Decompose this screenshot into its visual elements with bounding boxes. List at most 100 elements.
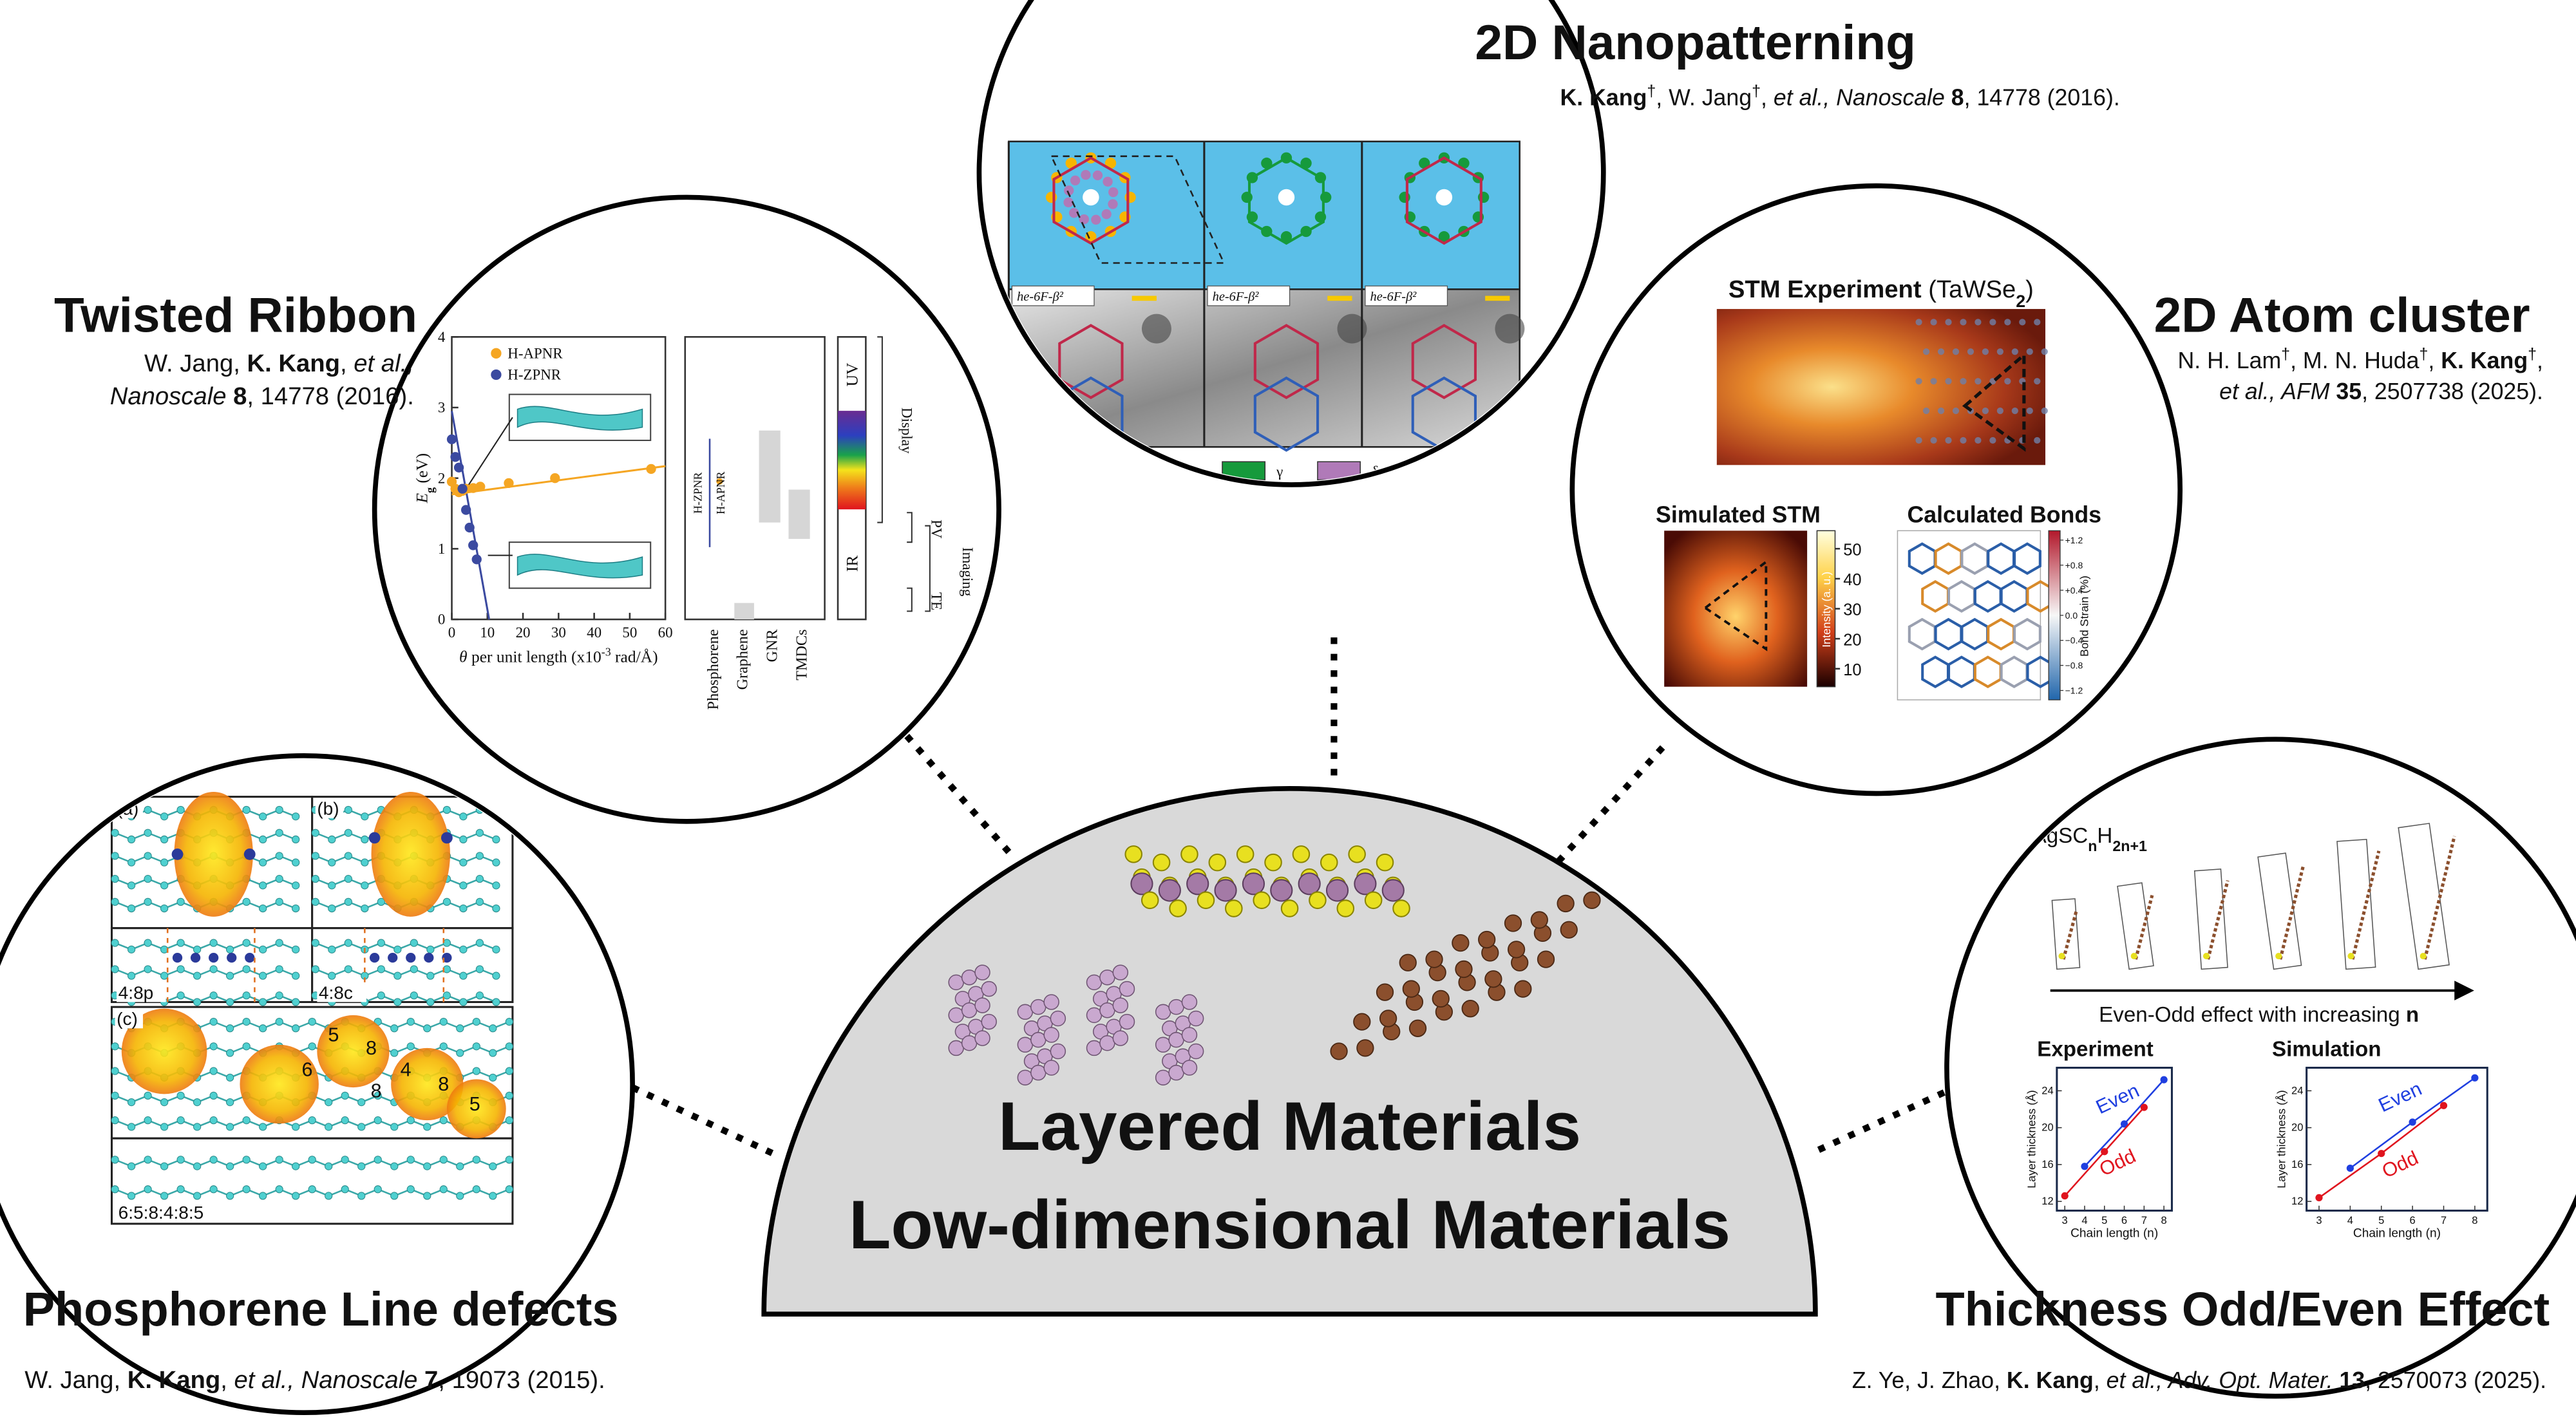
atom: [1086, 1007, 1103, 1024]
atom: [226, 998, 234, 1006]
lattice-site: [1996, 408, 2003, 415]
data-point: [2101, 1148, 2108, 1156]
atom: [1188, 1010, 1204, 1027]
atom: [193, 971, 202, 980]
colorbar-tick-label: −0.4: [2065, 635, 2083, 646]
atom: [1236, 845, 1255, 863]
atom-site: [1045, 191, 1057, 203]
atom: [974, 997, 990, 1013]
atom: [127, 1098, 136, 1107]
citation-part: ,: [2537, 348, 2543, 373]
colorbar-tick-label: 40: [1843, 571, 1861, 589]
data-point: [2140, 1103, 2148, 1111]
atom: [475, 991, 484, 1000]
atom: [311, 939, 319, 947]
lattice-site: [1915, 378, 1922, 385]
defect-atom: [388, 952, 398, 963]
atom: [193, 1098, 202, 1107]
atom: [1112, 997, 1129, 1013]
atom: [144, 852, 152, 860]
atom: [226, 1192, 234, 1200]
data-point: [646, 464, 656, 474]
colorbar-tick-label: −0.8: [2065, 661, 2083, 671]
atom: [1043, 994, 1059, 1010]
citation-part: †: [2420, 345, 2429, 363]
atom: [439, 1156, 448, 1164]
lattice-site: [2019, 319, 2026, 326]
atom: [259, 1192, 267, 1200]
atom: [1242, 872, 1265, 896]
lattice-site: [1945, 378, 1952, 385]
y-tick-label: 20: [2041, 1121, 2053, 1134]
arrow-caption: Even-Odd effect with increasing n: [2099, 1003, 2419, 1027]
legend-label: LD: [1467, 464, 1487, 480]
lattice-site: [1922, 408, 1930, 415]
sulfur: [2347, 952, 2354, 960]
x-tick-label: 5: [2378, 1214, 2384, 1226]
data-point: [475, 482, 486, 492]
data-point: [504, 478, 514, 489]
atom-site: [1241, 191, 1253, 203]
lattice-site: [1937, 348, 1945, 355]
atom: [410, 939, 418, 947]
atom: [361, 904, 369, 913]
atom: [1484, 970, 1502, 988]
atom: [328, 971, 336, 980]
atom: [1168, 999, 1184, 1015]
lattice-site: [1922, 348, 1930, 355]
atom: [390, 1049, 399, 1057]
arrow-caption-part: Even-Odd effect with increasing: [2099, 1003, 2406, 1027]
simulated-image: [1664, 530, 1808, 687]
atom: [456, 1024, 464, 1033]
legend-label: H-ZPNR: [507, 367, 562, 383]
material-label: Phosphorene: [705, 629, 722, 709]
atom: [176, 1116, 185, 1125]
atom: [390, 1192, 399, 1200]
atom: [377, 965, 385, 973]
atom: [505, 1116, 513, 1125]
molecule-chain: [2278, 865, 2306, 960]
sulfur: [2130, 952, 2137, 960]
atom: [423, 1024, 431, 1033]
atom: [1320, 853, 1338, 872]
atom: [226, 1073, 234, 1082]
x-tick-label: 7: [2441, 1214, 2447, 1226]
atom: [475, 897, 484, 906]
atom: [144, 897, 152, 906]
x-axis-label-part: rad/Å): [611, 647, 658, 666]
x-axis-label-part: per unit length (x10: [468, 647, 601, 666]
atom: [292, 904, 300, 913]
citation-part: Z. Ye, J. Zhao,: [1852, 1367, 2007, 1393]
citation-part: 8: [1951, 85, 1964, 111]
atom: [459, 971, 468, 980]
citation-part: 35: [2336, 379, 2362, 404]
atom: [209, 991, 218, 1000]
atom: [1452, 933, 1470, 952]
atom: [144, 1156, 152, 1164]
data-point: [471, 554, 482, 565]
atom: [505, 1042, 513, 1051]
atom: [1214, 879, 1237, 902]
atom-site: [1108, 199, 1118, 209]
atom: [1086, 1040, 1103, 1056]
atom: [1181, 1027, 1198, 1043]
x-axis-label: θ per unit length (x10-3 rad/Å): [459, 645, 658, 666]
atom: [390, 1162, 399, 1170]
lattice-site: [1952, 348, 1960, 355]
atom-site: [1092, 170, 1103, 181]
y-tick-label: 0: [438, 612, 445, 628]
atom-site: [1103, 176, 1113, 187]
lattice-site: [2004, 319, 2011, 326]
molecule-chain: [2351, 850, 2381, 960]
atom: [127, 971, 136, 980]
atom: [111, 939, 119, 947]
lattice-site: [2004, 378, 2011, 385]
atom: [1330, 1042, 1348, 1060]
atom: [259, 858, 267, 867]
atom: [209, 1091, 218, 1100]
data-point: [2409, 1118, 2416, 1126]
atom: [1399, 953, 1417, 971]
